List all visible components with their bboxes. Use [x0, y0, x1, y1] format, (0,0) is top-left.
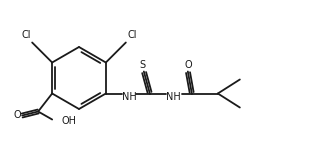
- Text: NH: NH: [122, 92, 137, 103]
- Text: S: S: [140, 60, 146, 70]
- Text: O: O: [184, 60, 192, 70]
- Text: Cl: Cl: [21, 30, 31, 40]
- Text: NH: NH: [166, 92, 181, 103]
- Text: OH: OH: [61, 115, 76, 125]
- Text: O: O: [13, 110, 21, 121]
- Text: Cl: Cl: [127, 30, 137, 40]
